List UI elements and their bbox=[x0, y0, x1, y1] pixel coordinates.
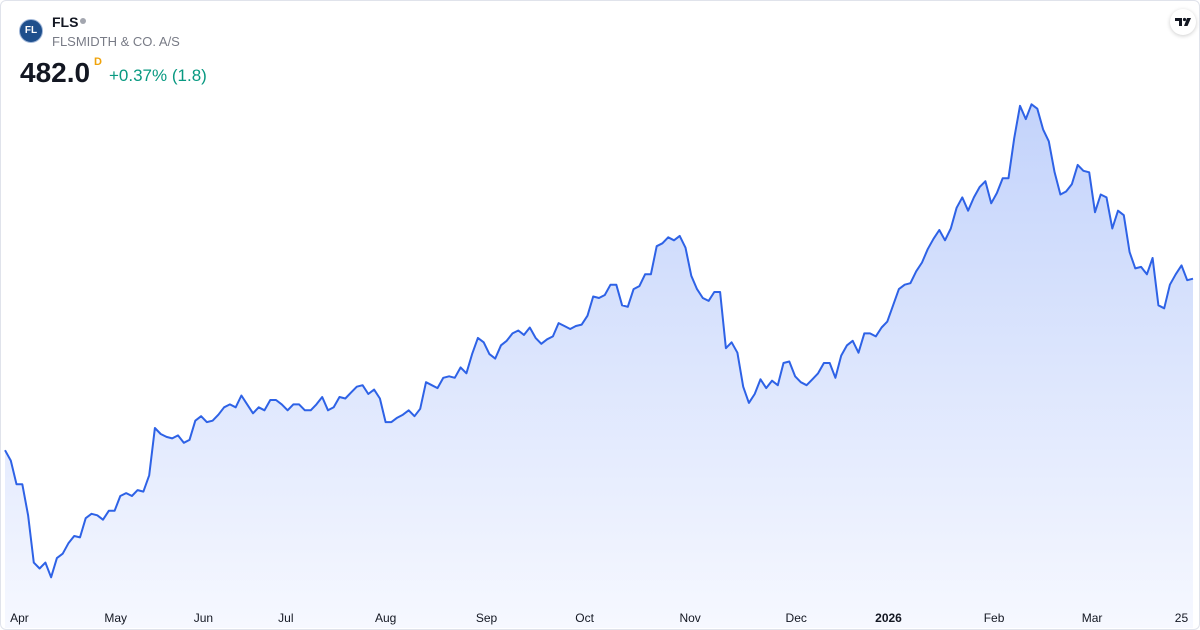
symbol-logo: FL bbox=[19, 19, 43, 43]
tradingview-logo[interactable] bbox=[1170, 9, 1196, 35]
x-tick-label: Jul bbox=[278, 611, 293, 625]
price-line bbox=[4, 103, 1194, 579]
x-tick-label: 25 bbox=[1175, 611, 1189, 625]
x-tick-label: Feb bbox=[984, 611, 1005, 625]
x-tick-label: Mar bbox=[1082, 611, 1103, 625]
x-tick-label: 2026 bbox=[875, 611, 902, 625]
status-dot bbox=[80, 18, 86, 24]
interval: D bbox=[94, 56, 102, 68]
x-tick-label: Oct bbox=[575, 611, 594, 625]
last-price: 482.0 bbox=[20, 57, 91, 88]
price-change: +0.37% (1.8) bbox=[109, 66, 207, 85]
x-tick-label: Dec bbox=[786, 611, 807, 625]
tv-icon bbox=[1175, 17, 1191, 26]
symbol[interactable]: FLS bbox=[52, 14, 79, 30]
x-tick-label: Sep bbox=[476, 611, 498, 625]
x-tick-label: May bbox=[104, 611, 127, 625]
x-tick-label: Aug bbox=[375, 611, 396, 625]
company-name: FLSMIDTH & CO. A/S bbox=[52, 34, 180, 49]
x-tick-label: Apr bbox=[10, 611, 29, 625]
x-tick-label: Nov bbox=[679, 611, 700, 625]
x-tick-label: Jun bbox=[194, 611, 213, 625]
area-fill bbox=[5, 104, 1193, 629]
